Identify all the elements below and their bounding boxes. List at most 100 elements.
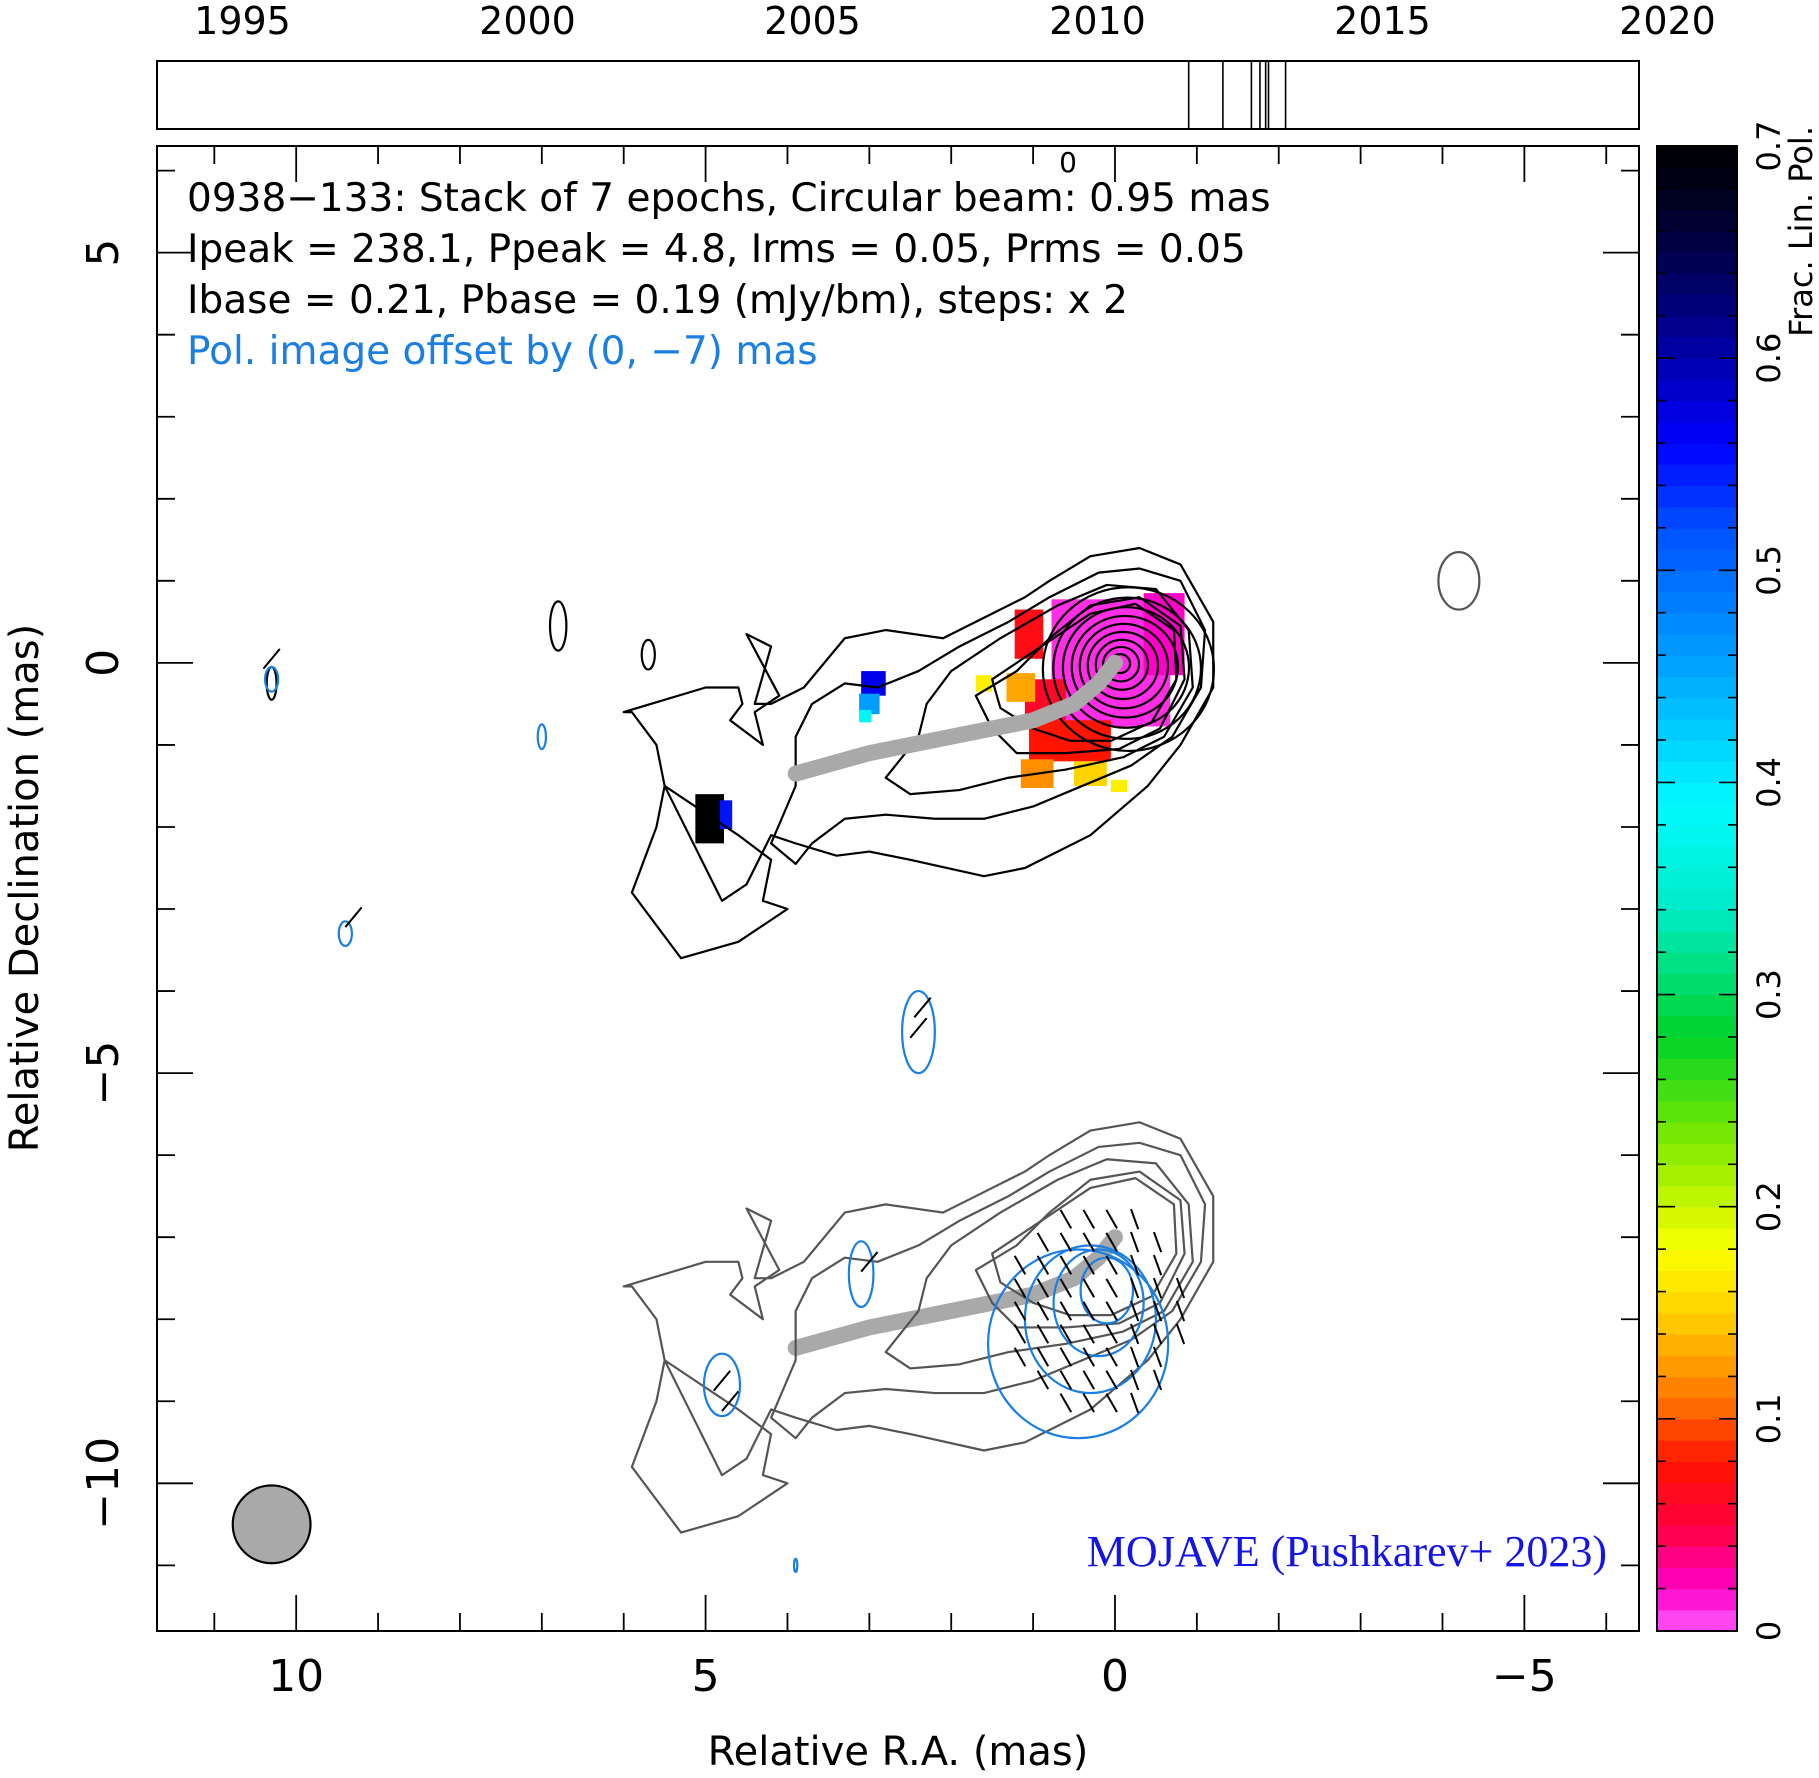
colorbar-step: [1657, 294, 1737, 317]
evpa-stick: [262, 648, 281, 670]
fracpol-pixel: [859, 710, 872, 723]
colorbar-tick-label: 0.4: [1750, 757, 1788, 808]
colorbar-step: [1657, 1524, 1737, 1547]
colorbar-tick-label: 0.7: [1750, 121, 1788, 172]
stokes-i-contour-offset: [769, 1141, 1207, 1440]
colorbar-step: [1657, 188, 1737, 211]
colorbar-step: [1657, 1609, 1737, 1632]
evpa-stick: [1105, 1370, 1118, 1390]
colorbar-step: [1657, 697, 1737, 720]
info-line-3: Ibase = 0.21, Pbase = 0.19 (mJy/bm), ste…: [187, 278, 1128, 323]
stokes-i-contours: [265, 546, 1481, 960]
y-tick-label: 5: [78, 239, 129, 267]
fracpol-pixel: [975, 675, 993, 692]
colorbar-step: [1657, 1270, 1737, 1293]
info-line-2: Ipeak = 238.1, Ppeak = 4.8, Irms = 0.05,…: [187, 227, 1246, 272]
colorbar-step: [1657, 1079, 1737, 1102]
colorbar-tick-label: 0: [1750, 1621, 1788, 1641]
evpa-stick: [1082, 1324, 1095, 1344]
colorbar-ticks: [1657, 145, 1737, 1632]
evpa-stick: [1059, 1370, 1073, 1390]
pol-contour: [536, 723, 548, 751]
fracpol-pixel: [861, 671, 886, 696]
y-top-extra-label: 0: [1059, 146, 1077, 179]
evpa-stick: [1105, 1255, 1118, 1275]
colorbar-step: [1657, 443, 1737, 465]
evpa-stick: [1152, 1277, 1163, 1299]
evpa-stick: [1013, 1301, 1027, 1321]
evpa-stick: [1130, 1323, 1140, 1345]
colorbar-step: [1657, 1418, 1737, 1441]
colorbar-step: [1657, 1058, 1737, 1081]
colorbar-step: [1657, 1185, 1737, 1208]
colorbar-frame: [1656, 145, 1738, 1632]
evpa-stick: [1152, 1369, 1163, 1391]
evpa-stick: [1036, 1255, 1050, 1275]
evpa-stick: [713, 1370, 731, 1392]
colorbar-step: [1657, 718, 1737, 741]
pol-contour: [900, 989, 936, 1075]
colorbar-step: [1657, 549, 1737, 571]
evpa-stick: [721, 1390, 740, 1412]
colorbar-step: [1657, 1206, 1737, 1229]
evpa-stick: [1130, 1254, 1140, 1276]
evpa-stick: [1082, 1209, 1095, 1229]
evpa-stick: [1105, 1232, 1118, 1252]
evpa-stick: [1105, 1301, 1118, 1321]
colorbar-step: [1657, 1227, 1737, 1250]
colorbar-step: [1657, 782, 1737, 805]
colorbar-step: [1657, 1143, 1737, 1165]
evpa-stick: [1105, 1278, 1118, 1298]
colorbar-step: [1657, 464, 1737, 487]
colorbar-tick-label: 0.6: [1750, 333, 1788, 384]
polarization-contours: [263, 665, 1215, 1574]
x-tick-label: 0: [1101, 1651, 1129, 1702]
evpa-stick: [1059, 1301, 1073, 1321]
x-tick-label: −5: [1492, 1651, 1557, 1702]
colorbar-step: [1657, 591, 1737, 614]
colorbar-step: [1657, 1355, 1737, 1378]
y-tick-labels: 5 0 −5 −10: [78, 239, 129, 1530]
evpa-stick: [1036, 1232, 1050, 1252]
beam-circle: [231, 1484, 312, 1565]
colorbar-step: [1657, 570, 1737, 593]
evpa-stick: [1059, 1347, 1073, 1367]
colorbar-step: [1657, 612, 1737, 635]
beam-ellipse: [231, 1484, 312, 1565]
map-frame: [157, 146, 1639, 1631]
evpa-stick: [1152, 1231, 1163, 1253]
evpa-stick: [1105, 1324, 1118, 1344]
pol-contour: [986, 1248, 1170, 1440]
colorbar-step: [1657, 655, 1737, 677]
evpa-stick: [344, 906, 363, 928]
colorbar-step: [1657, 846, 1737, 868]
colorbar-step: [1657, 315, 1737, 338]
colorbar-step: [1657, 273, 1737, 296]
evpa-stick: [1130, 1369, 1140, 1391]
timeline-year-label: 2015: [1334, 0, 1431, 43]
timeline-year-label: 1995: [194, 0, 291, 43]
colorbar-step: [1657, 1503, 1737, 1526]
colorbar-step: [1657, 1291, 1737, 1314]
colorbar-step: [1657, 485, 1737, 508]
timeline-epoch-markers: [1187, 61, 1287, 129]
x-axis-title: Relative R.A. (mas): [708, 1729, 1089, 1775]
timeline-year-labels: 1995 2000 2005 2010 2015 2020: [194, 0, 1716, 43]
core-contour: [1041, 586, 1216, 753]
evpa-stick: [1152, 1254, 1163, 1276]
evpa-stick: [1082, 1393, 1095, 1413]
colorbar-step: [1657, 336, 1737, 359]
evpa-stick: [1175, 1300, 1186, 1322]
evpa-stick: [1082, 1301, 1095, 1321]
colorbar-step: [1657, 867, 1737, 890]
colorbar-step: [1657, 1015, 1737, 1038]
colorbar-step: [1657, 1567, 1737, 1590]
colorbar-step: [1657, 994, 1737, 1017]
evpa-stick: [1152, 1323, 1163, 1345]
timeline-year-label: 2000: [479, 0, 576, 43]
colorbar-tick-label: 0.1: [1750, 1393, 1788, 1444]
stokes-i-contour: [622, 546, 1215, 960]
evpa-stick: [1082, 1370, 1095, 1390]
colorbar-step: [1657, 167, 1737, 190]
colorbar-step: [1657, 230, 1737, 253]
